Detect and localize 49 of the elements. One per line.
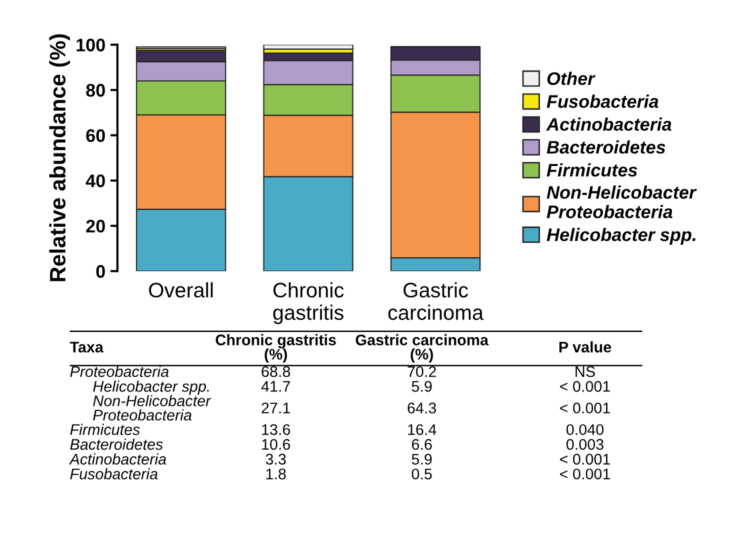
text: 0.003	[566, 439, 604, 450]
text: 10.6	[262, 439, 290, 450]
text: < 0.001	[560, 381, 610, 392]
y-tick-label: 80	[86, 84, 105, 97]
text: 3.3	[266, 454, 286, 465]
text: 16.4	[408, 424, 436, 436]
legend-label: Fusobacteria	[546, 94, 658, 108]
text: Helicobacter spp.	[93, 380, 209, 395]
text: 27.1	[262, 402, 290, 414]
text: < 0.001	[560, 402, 610, 414]
y-tick-label: 100	[76, 38, 105, 52]
text: P value	[559, 341, 612, 353]
bar	[263, 44, 354, 50]
legend-label: Firmicutes	[546, 163, 638, 177]
text: Fusobacteria	[70, 468, 158, 480]
legend-label: Actinobacteria	[546, 118, 672, 131]
text: 68.8	[262, 366, 290, 378]
text: Proteobacteria	[70, 366, 169, 378]
text: Firmicutes	[70, 424, 140, 436]
text: 5.9	[412, 381, 432, 392]
text: (%)	[410, 348, 433, 363]
text: 5.9	[412, 454, 432, 465]
text: 0.5	[412, 468, 432, 480]
text: (%)	[264, 348, 287, 363]
legend-label: Other	[547, 72, 596, 86]
y-tick-label: 20	[86, 220, 105, 233]
category-label: Gastric carcinoma	[388, 282, 484, 320]
text: 13.6	[262, 424, 290, 436]
text: NS	[576, 366, 595, 378]
text: < 0.001	[560, 454, 610, 465]
text: < 0.001	[560, 468, 610, 480]
text: 64.3	[408, 402, 436, 414]
x-tick-label: Overall	[149, 282, 213, 298]
legend-label: Non-Helicobacter Proteobacteria	[546, 186, 697, 218]
text: 41.7	[261, 381, 290, 392]
text: Taxa	[70, 342, 104, 353]
text: 0.040	[566, 424, 604, 436]
text: 70.2	[408, 366, 436, 378]
text: 1.8	[266, 468, 286, 480]
text: Actinobacteria	[68, 453, 166, 465]
legend-label: Helicobacter spp.	[546, 228, 696, 245]
text: Non-Helicobacter Proteobacteria	[93, 395, 212, 421]
y-tick-label: 0	[96, 265, 105, 278]
text: Bacteroidetes	[70, 438, 163, 450]
legend-label: Bacteroidetes	[546, 140, 666, 154]
y-tick-label: 40	[86, 174, 105, 188]
text: 6.6	[412, 439, 432, 450]
y-tick-label: 60	[86, 129, 105, 142]
y-axis-title: Relative abundance (%)	[49, 34, 70, 282]
